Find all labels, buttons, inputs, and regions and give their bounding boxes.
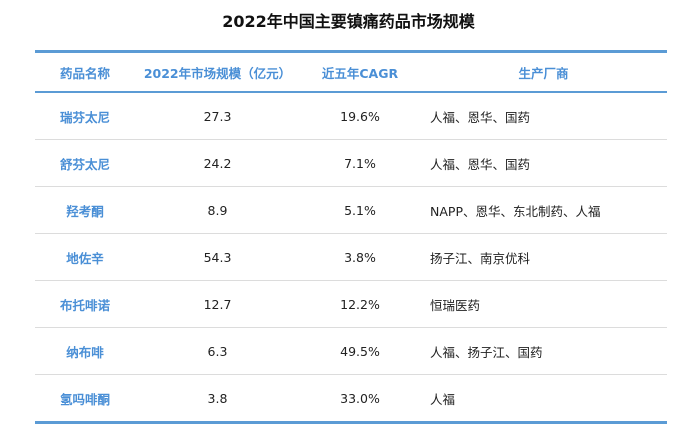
- table-row: 舒芬太尼 24.2 7.1% 人福、恩华、国药: [35, 139, 667, 187]
- table-cell: 人福: [420, 374, 667, 424]
- table-row: 氢吗啡酮 3.8 33.0% 人福: [35, 374, 667, 424]
- table-cell: 恒瑞医药: [420, 280, 667, 328]
- header-cell: 近五年CAGR: [321, 65, 399, 81]
- table-header: 药品名称 2022年市场规模（亿元） 近五年CAGR 生产厂商: [35, 51, 667, 92]
- table-cell: 3.8%: [300, 233, 420, 281]
- table-cell: 布托啡诺: [35, 280, 135, 328]
- header-cell: 生产厂商: [518, 65, 569, 81]
- data-table: 药品名称 2022年市场规模（亿元） 近五年CAGR 生产厂商 瑞芬太尼 27.3 19.…: [35, 50, 667, 424]
- table-cell: 19.6%: [300, 92, 420, 140]
- header-cell: 2022年市场规模（亿元）: [143, 65, 292, 81]
- table-cell: 人福、恩华、国药: [420, 92, 667, 140]
- header-cell: 药品名称: [59, 65, 110, 81]
- table-cell: 人福、扬子江、国药: [420, 327, 667, 375]
- table-cell: 7.1%: [300, 139, 420, 187]
- table-row: 瑞芬太尼 27.3 19.6% 人福、恩华、国药: [35, 92, 667, 140]
- table-cell: 3.8: [135, 374, 300, 424]
- table-cell: 瑞芬太尼: [35, 92, 135, 140]
- table-cell: 12.7: [135, 280, 300, 328]
- table-cell: NAPP、恩华、东北制药、人福: [420, 186, 667, 234]
- table-cell: 12.2%: [300, 280, 420, 328]
- table-cell: 5.1%: [300, 186, 420, 234]
- table-row: 地佐辛 54.3 3.8% 扬子江、南京优科: [35, 233, 667, 281]
- table-cell: 人福、恩华、国药: [420, 139, 667, 187]
- table-cell: 8.9: [135, 186, 300, 234]
- table-cell: 羟考酮: [35, 186, 135, 234]
- table-cell: 舒芬太尼: [35, 139, 135, 187]
- table-cell: 24.2: [135, 139, 300, 187]
- table-body: 瑞芬太尼 27.3 19.6% 人福、恩华、国药 舒芬太尼 24.2 7.1% 人福、恩华、国…: [35, 92, 667, 424]
- table-cell: 6.3: [135, 327, 300, 375]
- table-cell: 49.5%: [300, 327, 420, 375]
- table-row: 羟考酮 8.9 5.1% NAPP、恩华、东北制药、人福: [35, 186, 667, 234]
- table-cell: 纳布啡: [35, 327, 135, 375]
- table-cell: 扬子江、南京优科: [420, 233, 667, 281]
- table-row: 布托啡诺 12.7 12.2% 恒瑞医药: [35, 280, 667, 328]
- table-title: 2022年中国主要镇痛药品市场规模: [222, 12, 475, 31]
- table-cell: 氢吗啡酮: [35, 374, 135, 424]
- table-cell: 27.3: [135, 92, 300, 140]
- table-cell: 33.0%: [300, 374, 420, 424]
- table-row: 纳布啡 6.3 49.5% 人福、扬子江、国药: [35, 327, 667, 375]
- table-cell: 地佐辛: [35, 233, 135, 281]
- table-cell: 54.3: [135, 233, 300, 281]
- header-row: 药品名称 2022年市场规模（亿元） 近五年CAGR 生产厂商: [35, 51, 667, 92]
